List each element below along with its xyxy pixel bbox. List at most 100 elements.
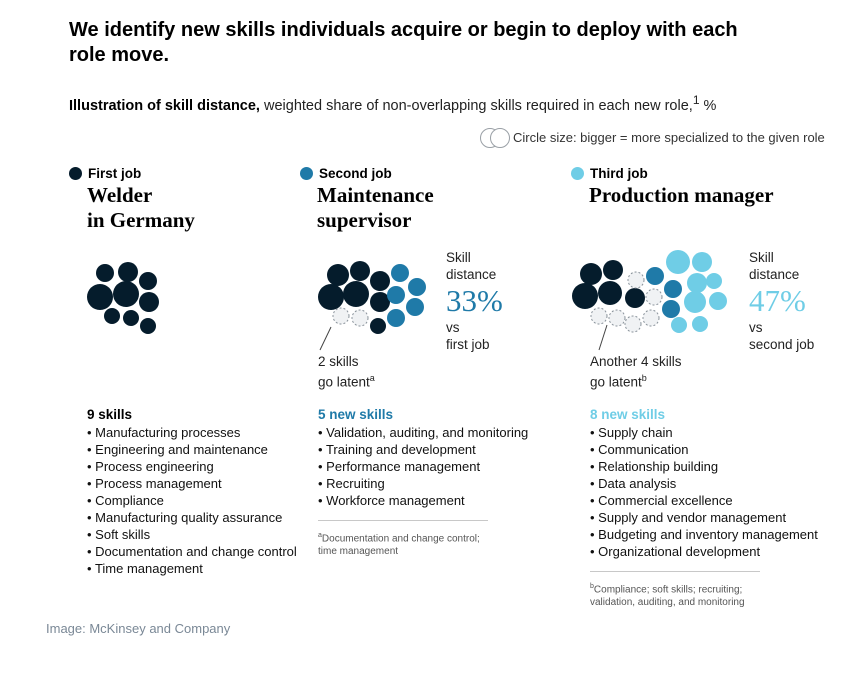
third-job-vs-label-2: second job	[749, 337, 815, 352]
third-skill-bubble	[706, 273, 722, 289]
subtitle-rest: weighted share of non-overlapping skills…	[259, 97, 693, 114]
third-job-latent-line-1: Another 4 skills	[590, 354, 682, 369]
third-job-footnote-marker: b	[590, 583, 594, 590]
first-skill-bubble	[572, 283, 598, 309]
second-skill-bubble	[662, 300, 680, 318]
second-job-distance-label-1: Skill	[446, 250, 471, 265]
skill-item: Process management	[87, 475, 297, 492]
first-job-bubble-cluster	[87, 262, 159, 334]
skill-item: Organizational development	[590, 543, 835, 560]
first-job-role-line-2: in Germany	[87, 208, 195, 232]
skill-item: Communication	[590, 441, 835, 458]
circle-size-legend-icon	[480, 127, 510, 148]
first-job-label-text: First job	[88, 166, 142, 181]
third-job-skill-list: Supply chainCommunicationRelationship bu…	[590, 424, 835, 560]
second-job-latent-pointer	[319, 326, 332, 351]
first-job-dot	[69, 167, 82, 180]
first-skill-bubble	[113, 281, 139, 307]
third-job-latent-pointer	[598, 324, 608, 351]
subtitle-unit: %	[699, 97, 717, 114]
third-job-latent-line-2: go latent	[590, 374, 642, 390]
latent-skill-bubble	[608, 309, 626, 327]
second-job-latent-label: 2 skills go latenta	[318, 353, 375, 391]
second-job-skill-list: Validation, auditing, and monitoringTrai…	[318, 424, 548, 509]
first-job-label: First job	[69, 166, 141, 181]
first-skill-bubble	[343, 281, 369, 307]
second-job-label: Second job	[300, 166, 392, 181]
first-skill-bubble	[327, 264, 349, 286]
third-skill-bubble	[692, 316, 708, 332]
third-job-footnote-rule	[590, 571, 760, 572]
first-job-skill-count: 9 skills	[87, 407, 133, 422]
second-job-label-text: Second job	[319, 166, 392, 181]
latent-skill-bubble	[590, 307, 608, 325]
third-job-footnote-line-2: validation, auditing, and monitoring	[590, 596, 745, 608]
skill-item: Recruiting	[318, 475, 548, 492]
first-skill-bubble	[87, 284, 113, 310]
third-skill-bubble	[684, 291, 706, 313]
first-skill-bubble	[350, 261, 370, 281]
second-job-distance-label-2: distance	[446, 267, 497, 282]
skill-item: Commercial excellence	[590, 492, 835, 509]
first-skill-bubble	[598, 281, 622, 305]
latent-skill-bubble	[642, 309, 660, 327]
skill-item: Workforce management	[318, 492, 548, 509]
skill-item: Supply and vendor management	[590, 509, 835, 526]
chart-subtitle: Illustration of skill distance, weighted…	[69, 93, 716, 114]
skill-item: Budgeting and inventory management	[590, 526, 835, 543]
skill-item: Relationship building	[590, 458, 835, 475]
third-skill-bubble	[671, 317, 687, 333]
first-skill-bubble	[370, 292, 390, 312]
second-skill-bubble	[646, 267, 664, 285]
chart-title: We identify new skills individuals acqui…	[69, 19, 738, 66]
skill-item: Validation, auditing, and monitoring	[318, 424, 548, 441]
second-job-role: Maintenance supervisor	[317, 183, 434, 233]
second-skill-bubble	[408, 278, 426, 296]
skill-item: Supply chain	[590, 424, 835, 441]
first-job-role-line-1: Welder	[87, 183, 153, 207]
third-job-label: Third job	[571, 166, 648, 181]
first-skill-bubble	[123, 310, 139, 326]
skill-item: Time management	[87, 560, 297, 577]
second-job-vs-label-1: vs	[446, 320, 460, 335]
second-job-latent-line-1: 2 skills	[318, 354, 359, 369]
skill-item: Performance management	[318, 458, 548, 475]
subtitle-bold: Illustration of skill distance,	[69, 97, 260, 114]
third-job-skill-distance: Skill distance 47% vs second job	[749, 249, 814, 353]
first-skill-bubble	[139, 272, 157, 290]
first-skill-bubble	[603, 260, 623, 280]
second-job-distance-value: 33%	[446, 283, 503, 318]
skill-item: Soft skills	[87, 526, 297, 543]
image-credit: Image: McKinsey and Company	[46, 621, 231, 636]
second-job-footnote-line-2: time management	[318, 545, 399, 557]
third-job-dot	[571, 167, 584, 180]
second-job-footnote: aDocumentation and change control; time …	[318, 530, 480, 558]
bubble-clusters	[87, 250, 727, 351]
first-skill-bubble	[370, 318, 386, 334]
third-skill-bubble	[692, 252, 712, 272]
first-skill-bubble	[139, 292, 159, 312]
second-job-skill-distance: Skill distance 33% vs first job	[446, 249, 503, 353]
third-job-vs-label-1: vs	[749, 320, 763, 335]
first-skill-bubble	[96, 264, 114, 282]
latent-skill-bubble	[627, 271, 645, 289]
first-skill-bubble	[140, 318, 156, 334]
third-job-latent-footnote-marker: b	[641, 373, 647, 383]
third-job-latent-label: Another 4 skills go latentb	[590, 353, 682, 391]
second-job-vs-label-2: first job	[446, 337, 490, 352]
second-job-footnote-rule	[318, 520, 488, 521]
second-skill-bubble	[387, 309, 405, 327]
latent-skill-bubble	[645, 288, 663, 306]
latent-skill-bubble	[351, 309, 369, 327]
second-job-dot	[300, 167, 313, 180]
third-skill-bubble	[709, 292, 727, 310]
third-job-label-text: Third job	[590, 166, 648, 181]
infographic-card: We identify new skills individuals acqui…	[0, 0, 852, 610]
first-job-role: Welder in Germany	[87, 183, 195, 233]
first-skill-bubble	[370, 271, 390, 291]
third-job-distance-label-1: Skill	[749, 250, 774, 265]
subtitle-footnote-marker: 1	[692, 93, 700, 107]
third-skill-bubble	[666, 250, 690, 274]
third-skill-bubble	[687, 273, 707, 293]
third-job-footnote: bCompliance; soft skills; recruiting; va…	[590, 581, 745, 609]
